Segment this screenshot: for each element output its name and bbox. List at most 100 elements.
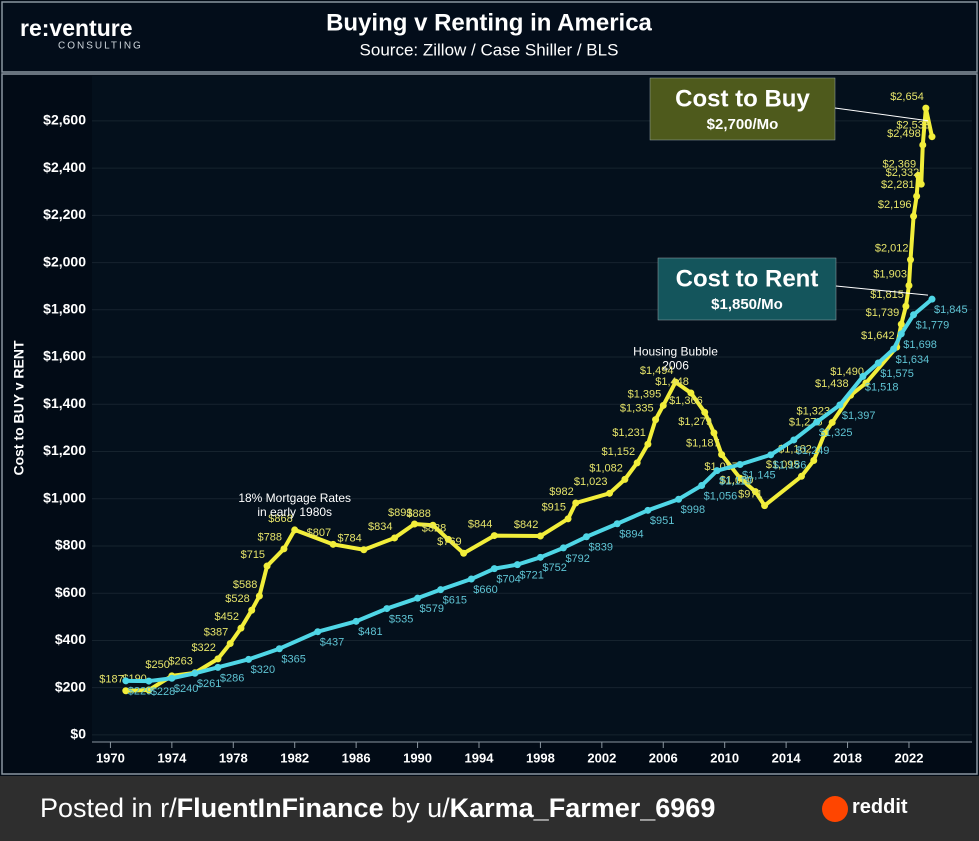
value-label: $1,030 (720, 475, 754, 487)
point (897, 330, 905, 338)
y-tick-label: $2,000 (43, 253, 86, 269)
chart: re:venture CONSULTING Buying v Renting i… (0, 0, 979, 776)
value-label: $261 (197, 678, 221, 690)
value-label: $2,654 (890, 91, 924, 103)
x-tick-label: 1990 (403, 750, 432, 765)
point (145, 686, 153, 694)
prefix: Posted in r/ (40, 793, 177, 823)
value-label: $2,332 (886, 167, 920, 179)
point (314, 628, 322, 636)
x-tick-label: 1978 (219, 750, 248, 765)
point (874, 359, 882, 367)
series-line (125, 297, 934, 684)
point (922, 104, 930, 112)
x-tick-label: 2018 (833, 750, 862, 765)
y-tick-label: $1,000 (43, 489, 86, 505)
y-tick-label: $800 (55, 537, 86, 553)
point (536, 553, 544, 561)
value-label: $1,395 (628, 388, 662, 400)
footer: Posted in r/FluentInFinance by u/Karma_F… (0, 776, 979, 841)
point (122, 677, 130, 685)
y-tick-label: $1,600 (43, 348, 86, 364)
user[interactable]: Karma_Farmer_6969 (449, 793, 716, 823)
point (275, 645, 283, 653)
point (836, 401, 844, 409)
value-label: $769 (437, 536, 461, 548)
value-label: $1,366 (669, 395, 703, 407)
point (828, 418, 836, 426)
value-label: $2,369 (883, 158, 917, 170)
value-label: $263 (168, 656, 192, 668)
value-label: $715 (241, 549, 265, 561)
header-bar (1, 1, 978, 73)
point (513, 561, 521, 569)
callout-arrow (835, 285, 929, 296)
x-tick-label: 2006 (649, 750, 678, 765)
point (718, 451, 726, 459)
callout-value: $2,700/Mo (707, 116, 779, 133)
point (414, 594, 422, 602)
y-tick-label: $1,200 (43, 442, 86, 458)
value-label: $752 (542, 562, 566, 574)
value-label: $1,335 (620, 403, 654, 415)
value-label: $1,231 (612, 427, 646, 439)
callout-value: $1,850/Mo (711, 296, 783, 313)
point (490, 565, 498, 573)
y-tick-label: $1,800 (43, 301, 86, 317)
x-tick-label: 2022 (895, 750, 924, 765)
value-label: $1,779 (916, 320, 950, 332)
point (810, 456, 818, 464)
value-label: $834 (368, 521, 392, 533)
point (559, 544, 567, 552)
value-label: $915 (542, 502, 566, 514)
point (797, 472, 805, 480)
value-label: $1,438 (815, 378, 849, 390)
point (191, 669, 199, 677)
point (751, 488, 759, 496)
value-label: $844 (468, 518, 492, 530)
legend-label: Cost to Rent (676, 265, 819, 292)
middle: by u/ (383, 793, 450, 823)
point (383, 605, 391, 613)
value-label: $2,281 (881, 179, 915, 191)
subreddit[interactable]: FluentInFinance (176, 793, 384, 823)
y-tick-label: $0 (70, 726, 86, 742)
y-tick-label: $2,200 (43, 206, 86, 222)
point (582, 533, 590, 541)
point (245, 655, 253, 663)
value-label: $615 (443, 595, 467, 607)
chart-title: Buying v Renting in America (326, 9, 652, 36)
point (572, 499, 580, 507)
value-label: $229 (128, 686, 152, 698)
value-label: $807 (307, 527, 331, 539)
point (291, 526, 299, 534)
value-label: $1,739 (866, 307, 900, 319)
point (701, 408, 709, 416)
y-tick-label: $200 (55, 678, 86, 694)
point (862, 379, 870, 387)
value-label: $1,323 (797, 405, 831, 417)
point (467, 575, 475, 583)
value-label: $998 (681, 504, 705, 516)
value-label: $481 (358, 626, 382, 638)
y-tick-label: $2,400 (43, 159, 86, 175)
value-label: $187 (99, 674, 123, 686)
value-label: $721 (519, 570, 543, 582)
value-label: $1,325 (819, 427, 853, 439)
value-label: $1,186 (773, 460, 807, 472)
value-label: $535 (389, 613, 413, 625)
value-label: $1,490 (830, 366, 864, 378)
point (391, 534, 399, 542)
point (237, 624, 245, 632)
point (437, 586, 445, 594)
point (675, 495, 683, 503)
value-label: $704 (496, 574, 520, 586)
value-label: $894 (619, 529, 643, 541)
point (444, 535, 452, 543)
point (606, 489, 614, 497)
value-label: $842 (514, 519, 538, 531)
legend-label: Cost to Buy (675, 85, 810, 112)
value-label: $240 (174, 683, 198, 695)
value-label: $1,145 (742, 469, 776, 481)
point (168, 674, 176, 682)
